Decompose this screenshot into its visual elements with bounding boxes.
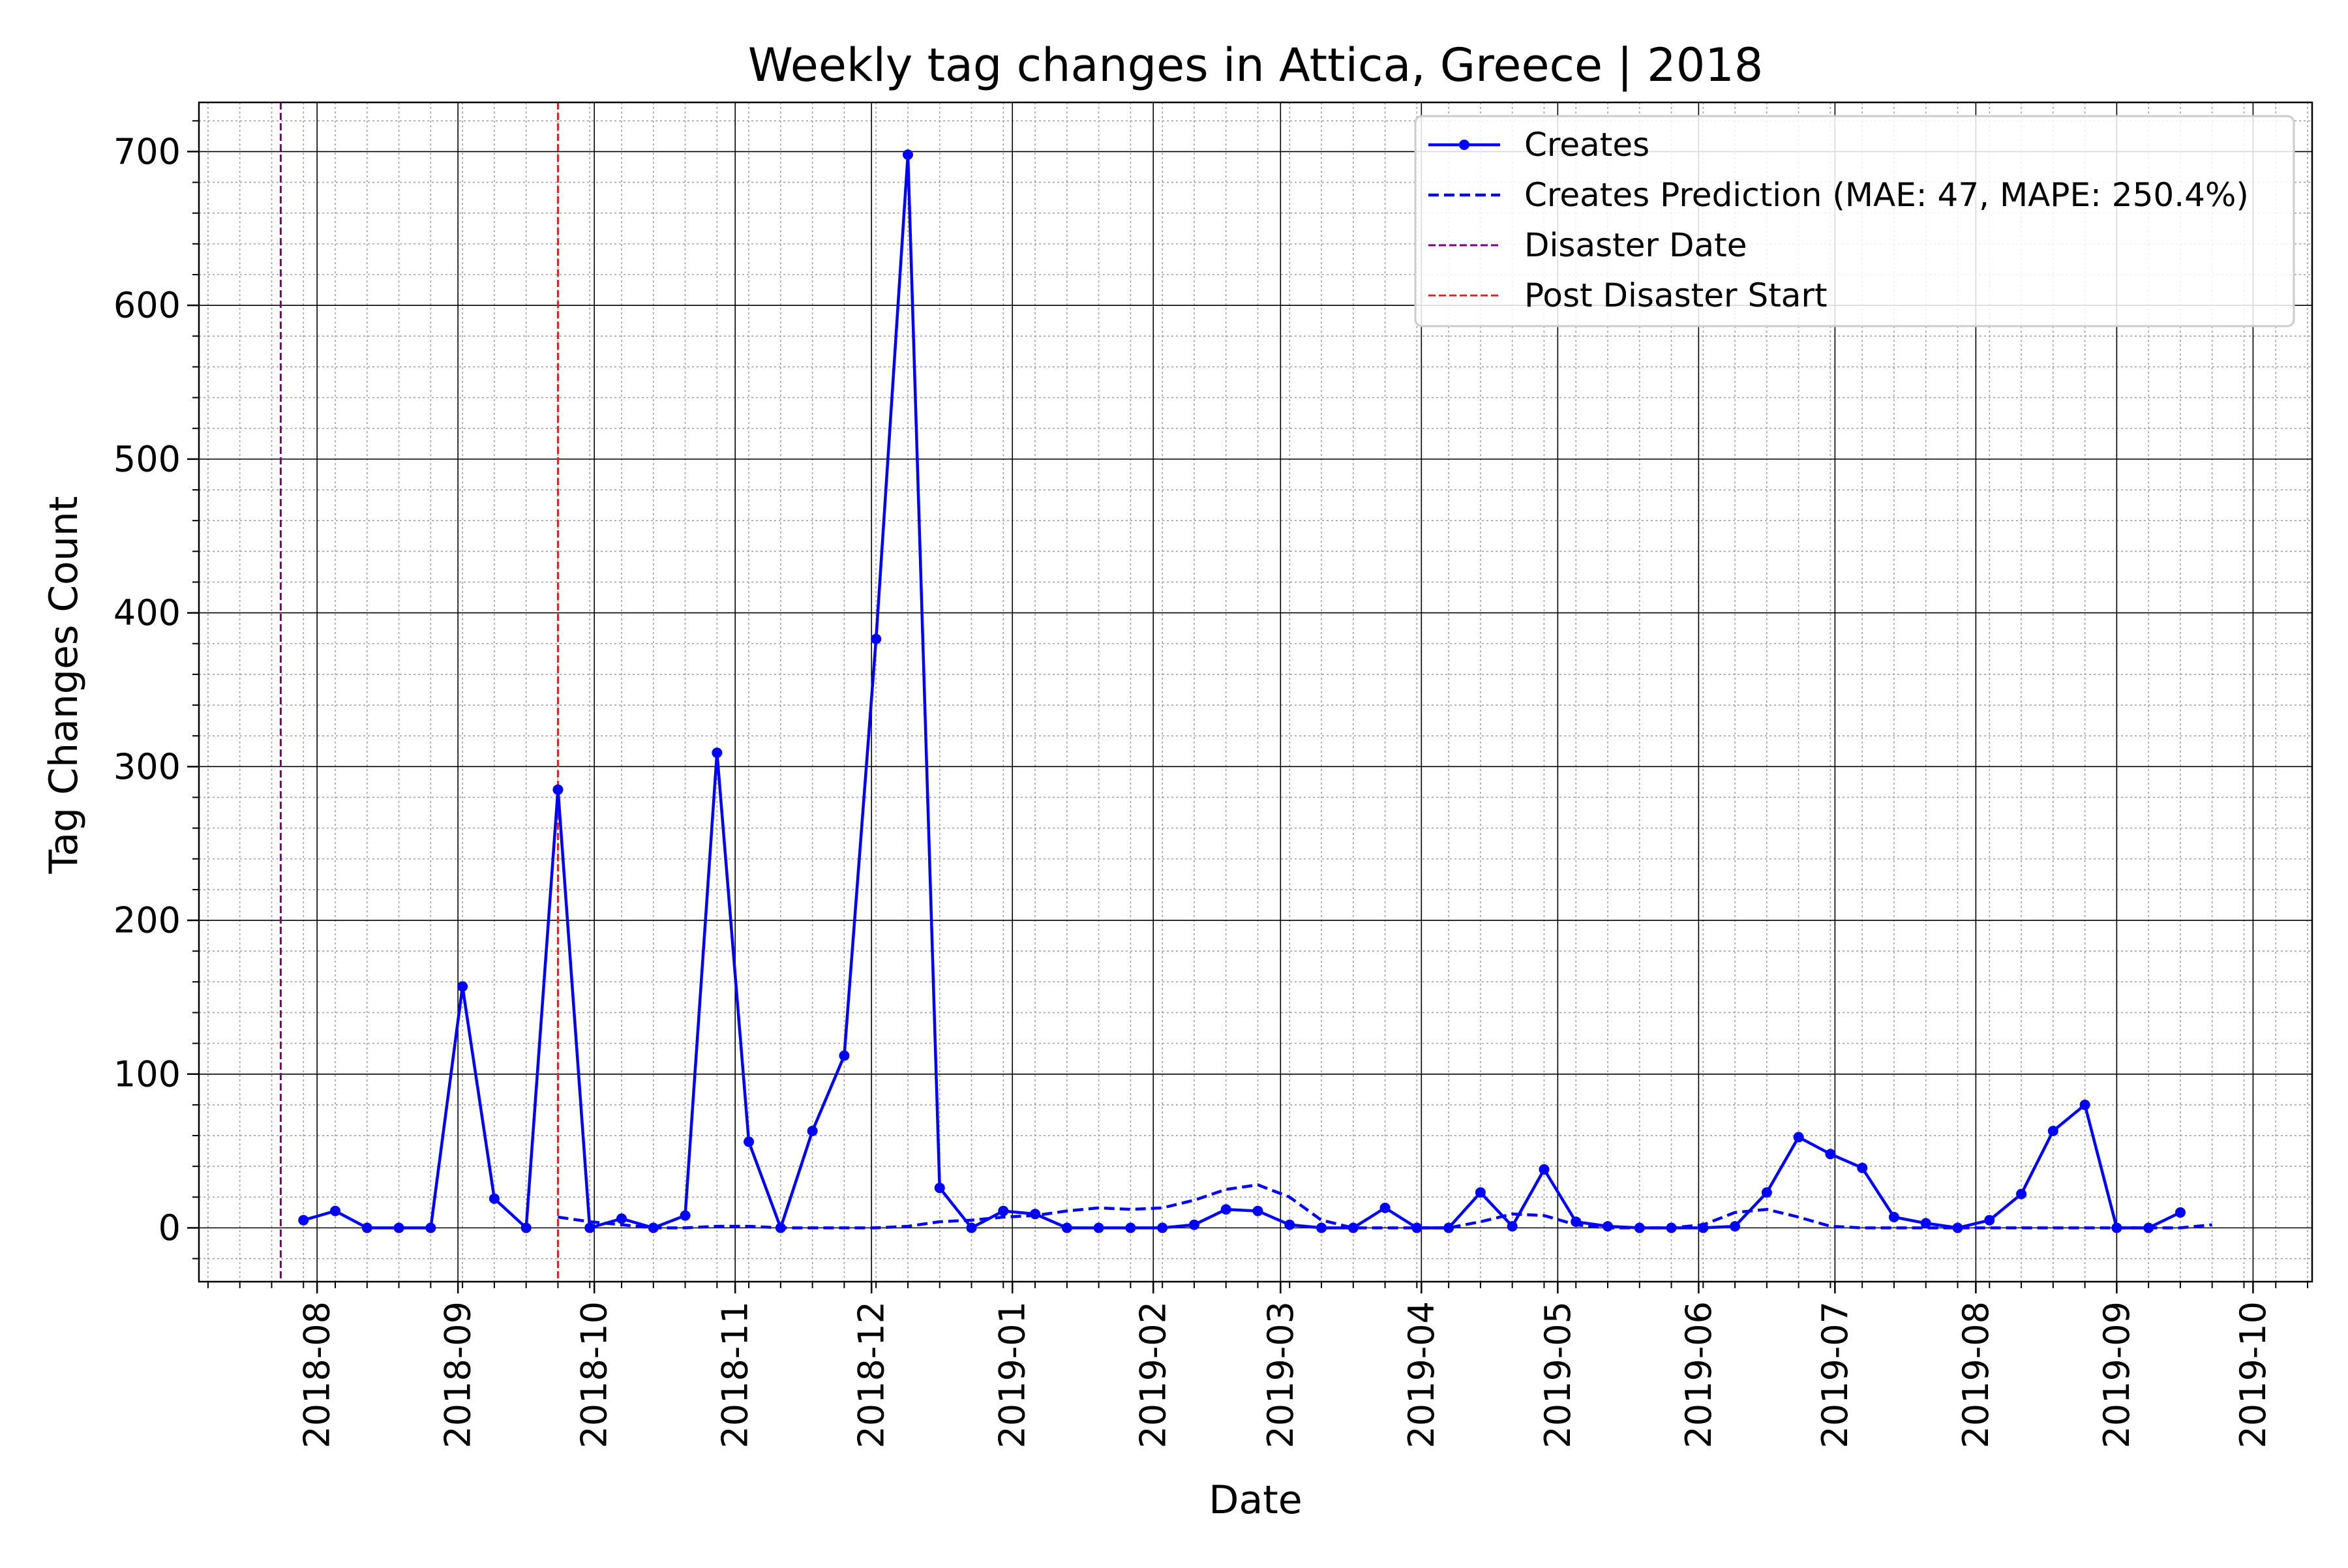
legend: Creates Creates Prediction (MAE: 47, MAPE… <box>1414 115 2295 327</box>
creates-point <box>1475 1187 1486 1198</box>
legend-item: Disaster Date <box>1428 226 1747 264</box>
creates-point <box>744 1136 755 1147</box>
creates-point <box>680 1210 691 1221</box>
creates-point <box>1761 1187 1772 1198</box>
creates-point <box>1316 1222 1327 1233</box>
x-tick-label: 2019-05 <box>1537 1301 1578 1449</box>
creates-point <box>520 1222 532 1233</box>
creates-point <box>1188 1219 1199 1230</box>
y-tick-label: 500 <box>113 438 181 479</box>
y-tick-label: 700 <box>113 131 181 172</box>
creates-point <box>1793 1132 1804 1143</box>
legend-marker <box>1459 140 1469 150</box>
creates-point <box>966 1222 977 1233</box>
creates-point <box>1125 1222 1136 1233</box>
y-tick-label: 100 <box>113 1053 181 1094</box>
y-tick-label: 400 <box>113 592 181 633</box>
legend-item: Post Disaster Start <box>1428 277 1828 314</box>
x-tick-label: 2018-09 <box>438 1301 479 1449</box>
creates-point <box>393 1222 404 1233</box>
creates-point <box>2047 1125 2058 1136</box>
creates-point <box>1030 1209 1041 1220</box>
x-tick-label: 2019-09 <box>2096 1301 2137 1449</box>
creates-point <box>902 149 913 160</box>
creates-point <box>361 1222 372 1233</box>
creates-point <box>1507 1221 1518 1232</box>
creates-point <box>457 981 468 992</box>
x-tick-label: 2019-10 <box>2233 1301 2274 1449</box>
legend-entries: Creates Creates Prediction (MAE: 47, MAPE… <box>1428 126 2249 314</box>
x-tick-labels: 2018-08 2018-09 2018-10 2018-11 2018-12 2019-… <box>297 1301 2274 1449</box>
creates-point <box>1984 1214 1995 1226</box>
x-tick-label: 2018-12 <box>851 1301 892 1449</box>
creates-point <box>1157 1222 1168 1233</box>
x-tick-label: 2019-04 <box>1401 1301 1442 1449</box>
creates-point <box>489 1193 500 1204</box>
creates-point <box>1061 1222 1072 1233</box>
y-tick-label: 600 <box>113 285 181 326</box>
x-tick-label: 2019-01 <box>992 1301 1033 1449</box>
x-tick-label: 2019-08 <box>1955 1301 1996 1449</box>
creates-point <box>2079 1099 2090 1110</box>
creates-point <box>712 747 723 759</box>
legend-label: Creates <box>1524 126 1649 164</box>
creates-point <box>1952 1222 1963 1233</box>
creates-point <box>871 633 882 644</box>
creates-point <box>1443 1222 1454 1233</box>
creates-point <box>298 1214 309 1226</box>
plot-frame <box>198 101 2313 1283</box>
creates-point <box>998 1205 1009 1216</box>
y-tick-labels: 0 100 200 300 400 500 600 700 <box>113 131 181 1248</box>
creates-point <box>2016 1188 2027 1199</box>
creates-point <box>1220 1204 1231 1215</box>
x-tick-label: 2018-08 <box>297 1301 338 1449</box>
prediction-line <box>558 1183 2212 1229</box>
x-tick-label: 2019-03 <box>1260 1301 1301 1449</box>
creates-point <box>1888 1211 1899 1222</box>
creates-point <box>934 1183 945 1194</box>
creates-point <box>1730 1221 1741 1232</box>
legend-item: Creates Prediction (MAE: 47, MAPE: 250.4… <box>1428 176 2249 214</box>
creates-line <box>303 153 2181 1229</box>
legend-label: Creates Prediction (MAE: 47, MAPE: 250.4… <box>1524 176 2249 214</box>
creates-point <box>1252 1205 1263 1216</box>
creates-point <box>2175 1207 2186 1218</box>
x-tick-label: 2019-02 <box>1133 1301 1174 1449</box>
creates-point <box>330 1205 341 1216</box>
creates-point <box>584 1222 595 1233</box>
x-tick-label: 2019-07 <box>1814 1301 1856 1449</box>
creates-point <box>1825 1149 1836 1160</box>
series-layer <box>298 149 2212 1233</box>
creates-point <box>616 1213 627 1224</box>
reference-lines <box>279 102 559 1282</box>
creates-point <box>425 1222 436 1233</box>
axis-ticks <box>187 120 2309 1293</box>
x-tick-label: 2018-10 <box>574 1301 615 1449</box>
legend-item: Creates <box>1428 126 1649 164</box>
creates-point <box>1920 1218 1931 1229</box>
creates-point <box>1857 1162 1868 1173</box>
x-tick-label: 2018-11 <box>715 1301 756 1449</box>
chart-title: Weekly tag changes in Attica, Greece | 2… <box>748 38 1764 92</box>
creates-point <box>1411 1222 1422 1233</box>
creates-point <box>1347 1222 1359 1233</box>
creates-point <box>1284 1219 1295 1230</box>
creates-point <box>1539 1164 1550 1175</box>
creates-point <box>1093 1222 1104 1233</box>
creates-point <box>807 1125 818 1136</box>
y-tick-label: 200 <box>113 900 181 941</box>
y-tick-label: 300 <box>113 746 181 787</box>
legend-box <box>1414 115 2295 327</box>
legend-label: Post Disaster Start <box>1524 277 1828 314</box>
y-axis-label: Tag Changes Count <box>41 496 87 875</box>
creates-point <box>1379 1202 1391 1213</box>
creates-point <box>552 784 564 795</box>
x-tick-label: 2019-06 <box>1678 1301 1719 1449</box>
y-tick-label: 0 <box>158 1207 181 1248</box>
legend-label: Disaster Date <box>1524 226 1747 264</box>
x-axis-label: Date <box>1209 1477 1302 1523</box>
creates-point <box>839 1050 850 1061</box>
